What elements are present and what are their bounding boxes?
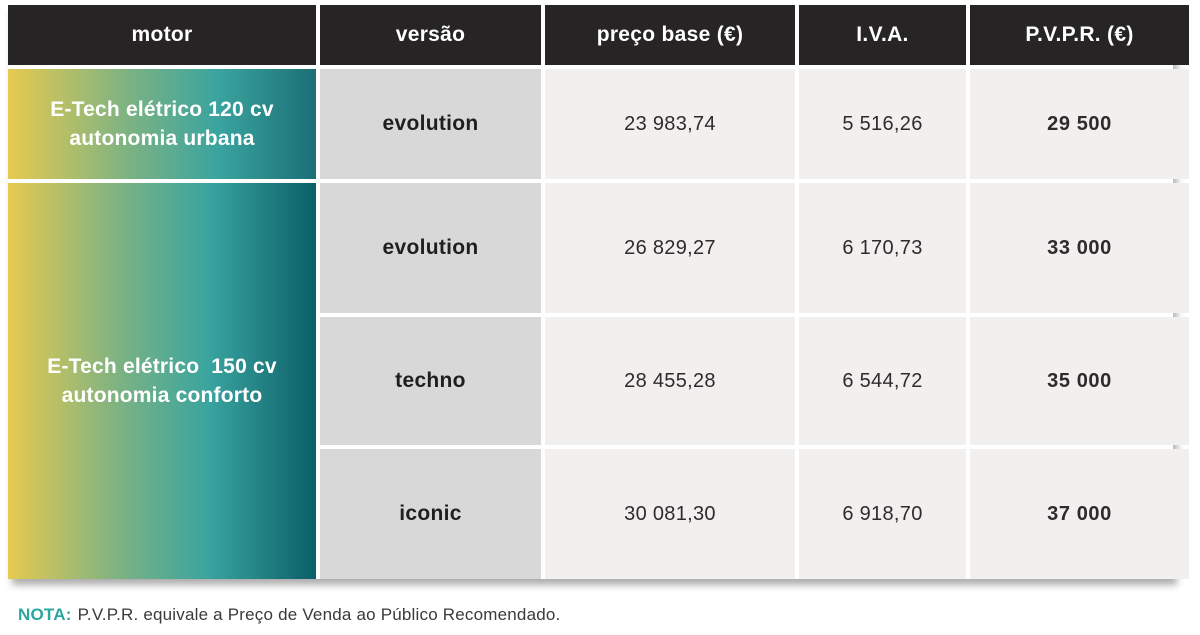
header-motor: motor bbox=[8, 5, 316, 65]
iva-cell: 5 516,26 bbox=[799, 69, 966, 179]
version-cell: techno bbox=[320, 317, 541, 445]
motor-label-line1: E-Tech elétrico 120 cv bbox=[50, 98, 274, 121]
version-cell: iconic bbox=[320, 449, 541, 579]
footnote-text: P.V.P.R. equivale a Preço de Venda ao Pú… bbox=[77, 605, 561, 624]
header-versao: versão bbox=[320, 5, 541, 65]
pvpr-cell: 35 000 bbox=[970, 317, 1189, 445]
header-preco-base: preço base (€) bbox=[545, 5, 795, 65]
version-cell: evolution bbox=[320, 69, 541, 179]
pvpr-cell: 37 000 bbox=[970, 449, 1189, 579]
iva-cell: 6 918,70 bbox=[799, 449, 966, 579]
motor-label-line2: autonomia urbana bbox=[69, 127, 255, 150]
header-iva: I.V.A. bbox=[799, 5, 966, 65]
pvpr-cell: 29 500 bbox=[970, 69, 1189, 179]
motor-label-line2: autonomia conforto bbox=[61, 384, 263, 407]
motor-cell-150cv: E-Tech elétrico 150 cv autonomia confort… bbox=[8, 183, 316, 579]
iva-cell: 6 544,72 bbox=[799, 317, 966, 445]
motor-cell-120cv: E-Tech elétrico 120 cv autonomia urbana bbox=[8, 69, 316, 179]
footnote-label: NOTA: bbox=[18, 605, 72, 624]
preco-base-cell: 28 455,28 bbox=[545, 317, 795, 445]
version-cell: evolution bbox=[320, 183, 541, 313]
preco-base-cell: 23 983,74 bbox=[545, 69, 795, 179]
motor-label-line1: E-Tech elétrico 150 cv bbox=[47, 355, 277, 378]
iva-cell: 6 170,73 bbox=[799, 183, 966, 313]
footnote: NOTA: P.V.P.R. equivale a Preço de Venda … bbox=[18, 605, 1200, 625]
price-table: motor versão preço base (€) I.V.A. P.V.P… bbox=[8, 5, 1189, 579]
pvpr-cell: 33 000 bbox=[970, 183, 1189, 313]
preco-base-cell: 26 829,27 bbox=[545, 183, 795, 313]
preco-base-cell: 30 081,30 bbox=[545, 449, 795, 579]
header-pvpr: P.V.P.R. (€) bbox=[970, 5, 1189, 65]
